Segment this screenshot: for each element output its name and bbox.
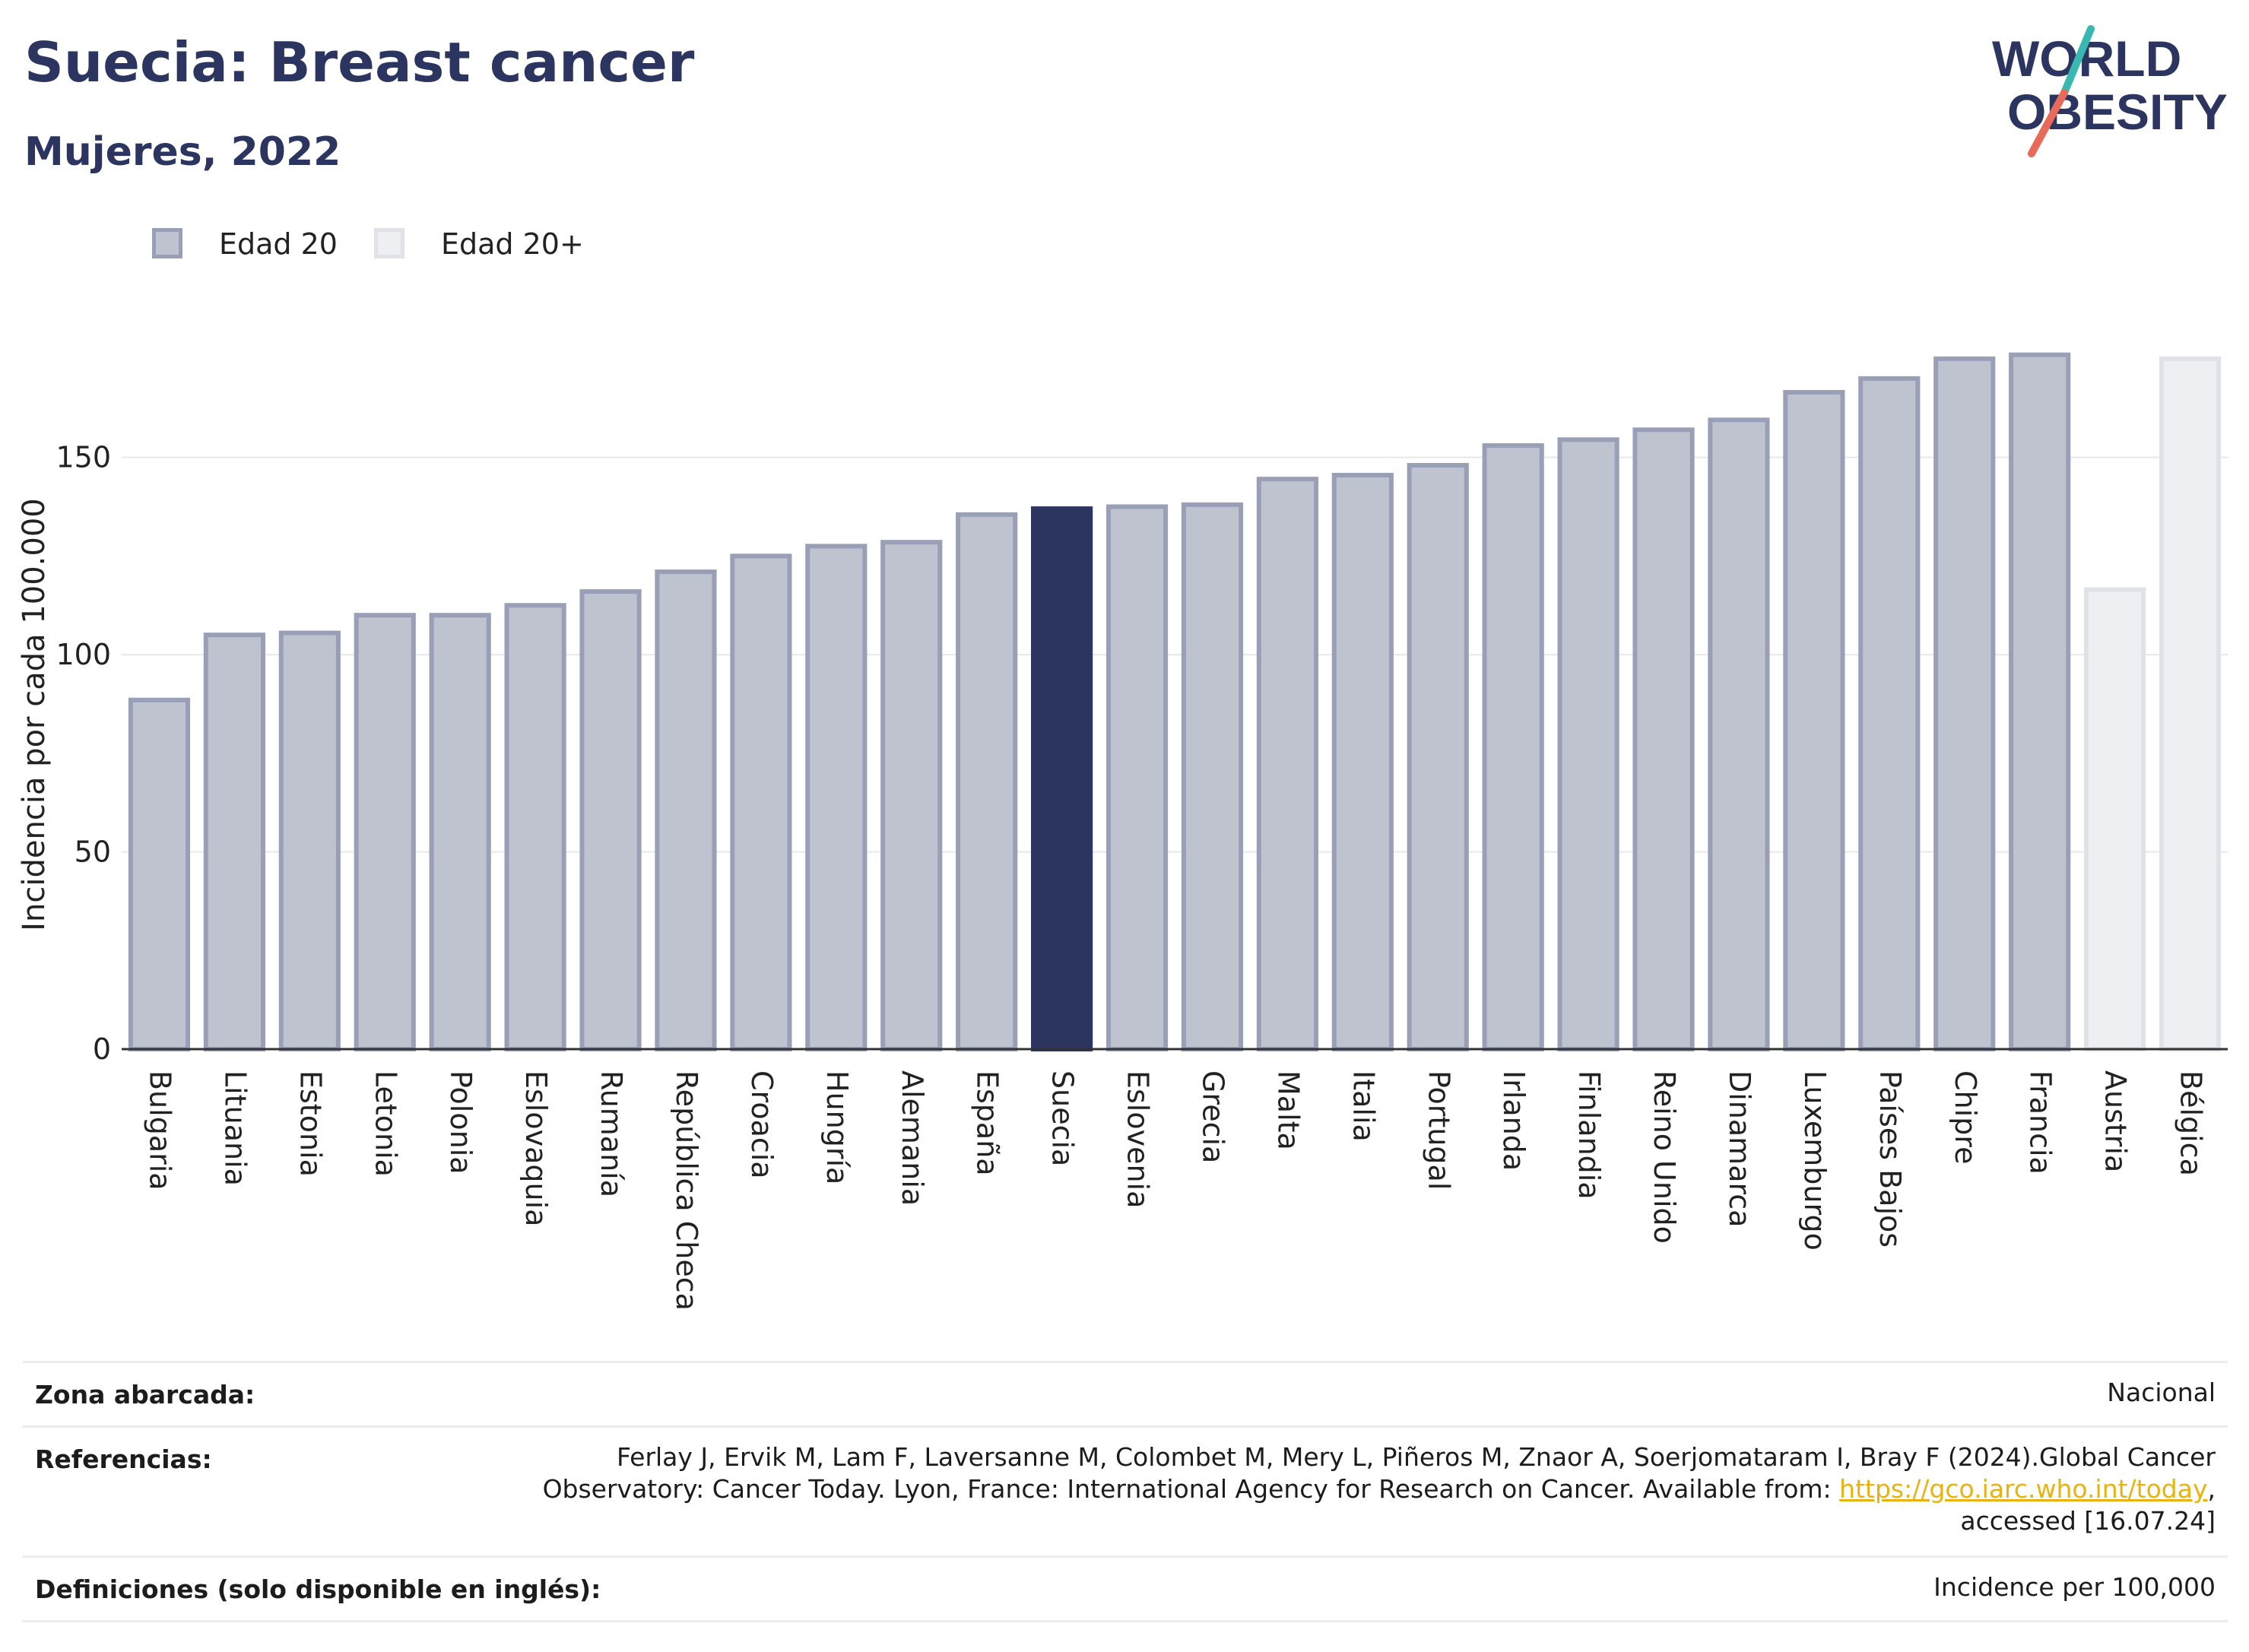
bar-bulgaria[interactable] <box>128 697 191 1052</box>
footer-value-definiciones: Incidence per 100,000 <box>1933 1572 2216 1602</box>
bar-luxemburgo[interactable] <box>1783 390 1845 1051</box>
bar-reino-unido[interactable] <box>1632 427 1695 1051</box>
legend-swatch-edad-20 <box>152 228 182 258</box>
page-subtitle: Mujeres, 2022 <box>24 129 341 175</box>
x-tick-label: España <box>971 1070 1004 1176</box>
x-tick-label: Bulgaria <box>143 1070 176 1191</box>
bar-francia[interactable] <box>2009 352 2071 1052</box>
x-tick-label: Irlanda <box>1497 1070 1531 1171</box>
reference-line-2: Observatory: Cancer Today. Lyon, France:… <box>543 1473 2216 1505</box>
bar-bélgica[interactable] <box>2159 356 2222 1051</box>
footer-label-definiciones: Definiciones (solo disponible en inglés)… <box>35 1574 601 1604</box>
bar-alemania[interactable] <box>880 540 943 1051</box>
chart-footer: Zona abarcada: Nacional Referencias: Fer… <box>23 1361 2228 1622</box>
bar-grecia[interactable] <box>1181 502 1244 1051</box>
bar-lituania[interactable] <box>203 633 265 1051</box>
x-tick-label: Suecia <box>1046 1070 1080 1166</box>
x-tick-label: Malta <box>1271 1070 1305 1150</box>
footer-label-zona: Zona abarcada: <box>35 1380 255 1409</box>
reference-link[interactable]: https://gco.iarc.who.int/today <box>1839 1474 2208 1504</box>
bar-italia[interactable] <box>1331 472 1394 1052</box>
footer-row-definiciones: Definiciones (solo disponible en inglés)… <box>23 1555 2228 1622</box>
reference-line-3: accessed [16.07.24] <box>1960 1506 2216 1536</box>
y-axis-label: Incidencia por cada 100.000 <box>17 498 52 931</box>
bar-polonia[interactable] <box>429 613 491 1051</box>
y-tick-label: 0 <box>93 1032 111 1066</box>
legend-label-edad-20: Edad 20 <box>219 227 338 261</box>
reference-line-1: Ferlay J, Ervik M, Lam F, Laversanne M, … <box>616 1442 2216 1472</box>
footer-row-referencias: Referencias: Ferlay J, Ervik M, Lam F, L… <box>23 1425 2228 1555</box>
bar-finlandia[interactable] <box>1557 437 1619 1051</box>
bar-eslovenia[interactable] <box>1105 504 1169 1051</box>
bar-portugal[interactable] <box>1407 463 1469 1051</box>
bar-república-checa[interactable] <box>655 569 717 1051</box>
x-tick-label: Chipre <box>1949 1070 1982 1164</box>
y-axis-ticks: 0 50 100 150 <box>56 441 111 1066</box>
bar-letonia[interactable] <box>354 613 416 1051</box>
bar-eslovaquia[interactable] <box>504 603 566 1052</box>
chart-bars <box>128 352 2222 1052</box>
world-obesity-logo: WORLD OBESITY <box>1992 25 2228 157</box>
bar-estonia[interactable] <box>278 630 341 1051</box>
x-tick-label: Austria <box>2099 1070 2133 1172</box>
x-tick-label: Alemania <box>896 1070 929 1206</box>
reference-line-2-suffix: , <box>2207 1474 2216 1504</box>
legend-label-edad-20-plus: Edad 20+ <box>441 227 584 261</box>
logo-slash-coral <box>2028 89 2068 157</box>
footer-value-zona: Nacional <box>2107 1378 2216 1407</box>
x-tick-label: Finlandia <box>1572 1070 1606 1200</box>
x-tick-label: Grecia <box>1196 1070 1229 1163</box>
logo-slash-teal <box>2060 25 2095 97</box>
x-tick-label: Eslovaquia <box>519 1070 553 1226</box>
x-tick-label: Letonia <box>369 1070 402 1177</box>
bar-dinamarca[interactable] <box>1708 417 1770 1051</box>
reference-line-2-text: Observatory: Cancer Today. Lyon, France:… <box>542 1474 1840 1504</box>
x-tick-label: Bélgica <box>2174 1070 2208 1176</box>
x-tick-label: Croacia <box>745 1070 779 1179</box>
footer-label-referencias: Referencias: <box>35 1444 212 1474</box>
bar-irlanda[interactable] <box>1482 443 1544 1051</box>
y-tick-label: 50 <box>75 836 111 869</box>
legend-swatch-edad-20-plus <box>374 228 404 258</box>
x-tick-label: República Checa <box>670 1070 703 1311</box>
x-axis-ticks: Bulgaria Lituania Estonia Letonia Polonia Esl… <box>143 1070 2207 1311</box>
x-tick-label: Polonia <box>444 1070 477 1175</box>
bar-rumanía[interactable] <box>579 589 642 1051</box>
x-tick-label: Luxemburgo <box>1798 1070 1832 1251</box>
page-title: Suecia: Breast cancer <box>24 30 695 94</box>
bar-hungría[interactable] <box>805 544 868 1052</box>
bar-austria[interactable] <box>2084 587 2146 1051</box>
bar-chart: 0 50 100 150 Bulgaria Lituania Estonia Letonia… <box>17 352 2228 1311</box>
footer-row-zona: Zona abarcada: Nacional <box>23 1361 2228 1425</box>
x-tick-label: Italia <box>1347 1070 1380 1142</box>
x-tick-label: Francia <box>2024 1070 2057 1175</box>
footer-value-referencias: Ferlay J, Ervik M, Lam F, Laversanne M, … <box>543 1441 2216 1537</box>
bar-españa[interactable] <box>956 512 1018 1051</box>
bar-países-bajos[interactable] <box>1858 376 1921 1052</box>
x-tick-label: Países Bajos <box>1873 1070 1907 1248</box>
y-tick-label: 150 <box>56 441 111 474</box>
bar-malta[interactable] <box>1256 477 1318 1051</box>
bar-croacia[interactable] <box>730 553 792 1051</box>
bar-suecia[interactable] <box>1031 506 1093 1052</box>
x-tick-label: Eslovenia <box>1121 1070 1155 1208</box>
x-tick-label: Lituania <box>218 1070 252 1186</box>
x-tick-label: Portugal <box>1422 1070 1455 1190</box>
bar-chipre[interactable] <box>1933 356 1996 1051</box>
x-tick-label: Reino Unido <box>1648 1070 1681 1244</box>
x-tick-label: Rumanía <box>595 1070 628 1197</box>
x-tick-label: Hungría <box>820 1070 854 1184</box>
x-tick-label: Dinamarca <box>1723 1070 1756 1227</box>
y-tick-label: 100 <box>56 638 111 671</box>
x-tick-label: Estonia <box>293 1070 327 1177</box>
